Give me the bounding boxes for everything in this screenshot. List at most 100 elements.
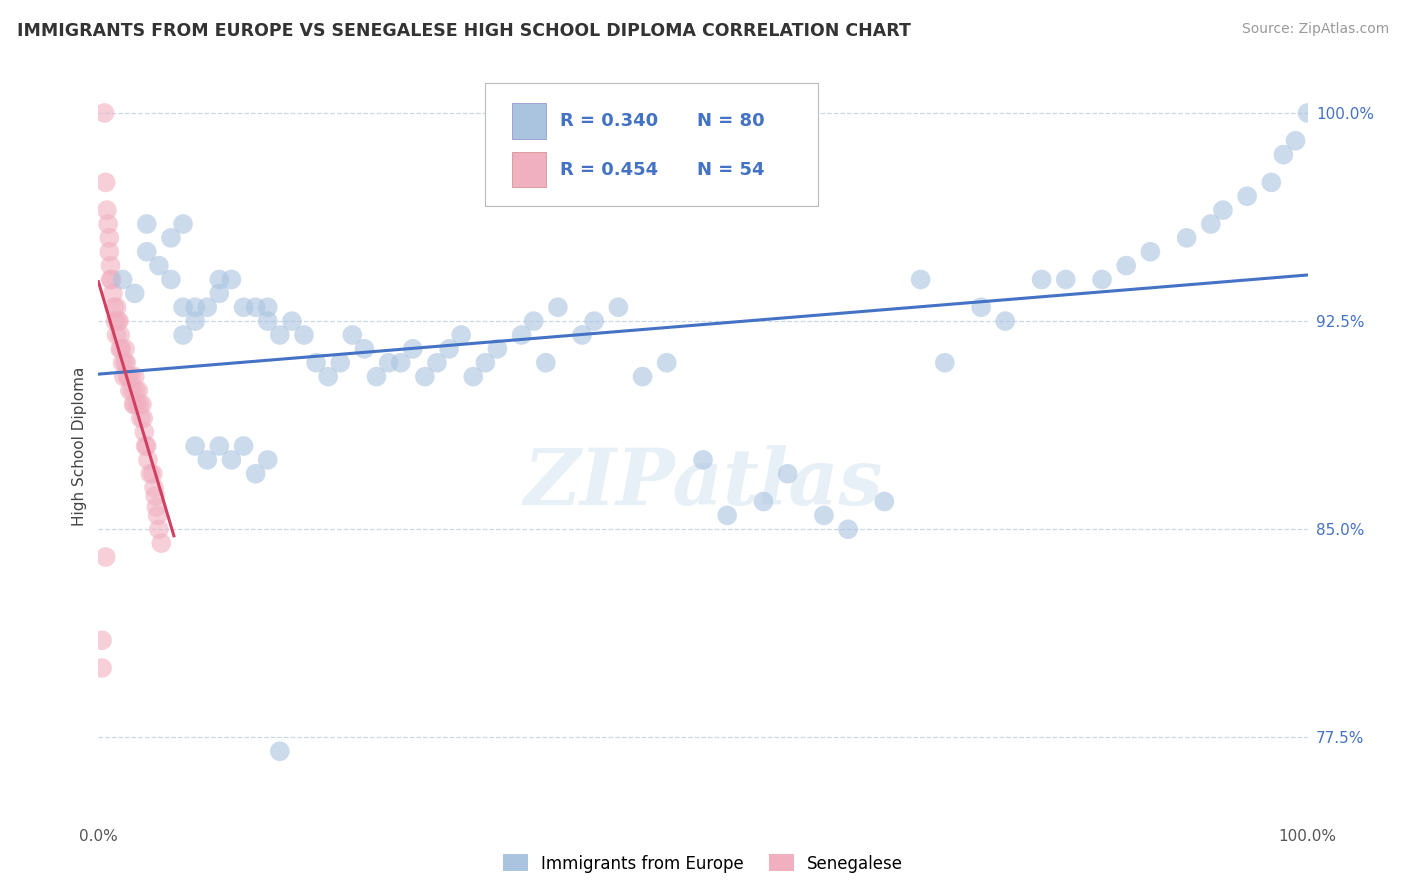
Point xyxy=(184,300,207,314)
Point xyxy=(94,549,117,564)
Point xyxy=(150,536,173,550)
Text: IMMIGRANTS FROM EUROPE VS SENEGALESE HIGH SCHOOL DIPLOMA CORRELATION CHART: IMMIGRANTS FROM EUROPE VS SENEGALESE HIG… xyxy=(17,22,911,40)
Point xyxy=(124,397,146,411)
Point xyxy=(413,369,436,384)
Point xyxy=(112,369,135,384)
Point xyxy=(103,300,125,314)
Point xyxy=(716,508,738,523)
Point xyxy=(450,328,472,343)
Point xyxy=(232,439,254,453)
Point xyxy=(402,342,425,356)
Point xyxy=(1091,272,1114,286)
Point xyxy=(114,356,136,370)
Point xyxy=(474,356,496,370)
Point xyxy=(142,467,165,481)
Point xyxy=(135,244,157,259)
Text: N = 80: N = 80 xyxy=(697,112,765,130)
Point xyxy=(1272,147,1295,161)
Point xyxy=(547,300,569,314)
Point xyxy=(160,231,183,245)
Point xyxy=(776,467,799,481)
Point xyxy=(1296,106,1319,120)
Point xyxy=(125,384,148,398)
Point xyxy=(208,439,231,453)
Point xyxy=(172,300,194,314)
Point xyxy=(813,508,835,523)
Text: R = 0.340: R = 0.340 xyxy=(561,112,658,130)
Point xyxy=(837,522,859,536)
Point xyxy=(256,300,278,314)
Point xyxy=(389,356,412,370)
Point xyxy=(108,342,131,356)
Point xyxy=(146,508,169,523)
Point xyxy=(1236,189,1258,203)
Point xyxy=(136,453,159,467)
Point xyxy=(108,328,131,343)
Point xyxy=(117,369,139,384)
Point xyxy=(172,328,194,343)
Point xyxy=(91,633,114,648)
Point xyxy=(128,397,150,411)
Point xyxy=(100,259,122,273)
Point xyxy=(143,481,166,495)
Point xyxy=(269,744,291,758)
Point xyxy=(93,106,115,120)
Point xyxy=(1260,175,1282,189)
Text: Source: ZipAtlas.com: Source: ZipAtlas.com xyxy=(1241,22,1389,37)
Point xyxy=(108,314,131,328)
Point xyxy=(292,328,315,343)
Point xyxy=(96,203,118,218)
Point xyxy=(94,175,117,189)
Point xyxy=(208,286,231,301)
Point xyxy=(463,369,485,384)
Legend: Immigrants from Europe, Senegalese: Immigrants from Europe, Senegalese xyxy=(496,847,910,880)
Point xyxy=(134,425,156,439)
Point xyxy=(148,259,170,273)
Point xyxy=(118,384,141,398)
Point xyxy=(104,314,127,328)
Text: ZIPatlas: ZIPatlas xyxy=(523,445,883,522)
Point xyxy=(1212,203,1234,218)
Point xyxy=(143,489,166,503)
Text: N = 54: N = 54 xyxy=(697,161,765,178)
Point xyxy=(118,369,141,384)
Point xyxy=(523,314,546,328)
Point xyxy=(281,314,304,328)
Point xyxy=(100,272,122,286)
Point xyxy=(873,494,896,508)
Point xyxy=(245,300,267,314)
Point xyxy=(195,300,218,314)
Point xyxy=(1199,217,1222,231)
Point xyxy=(631,369,654,384)
Point xyxy=(342,328,364,343)
Point xyxy=(111,272,134,286)
Point xyxy=(377,356,399,370)
Point xyxy=(135,439,157,453)
Point xyxy=(692,453,714,467)
Point xyxy=(110,342,132,356)
Point xyxy=(607,300,630,314)
Point xyxy=(269,328,291,343)
FancyBboxPatch shape xyxy=(485,83,818,206)
Point xyxy=(934,356,956,370)
Point xyxy=(107,314,129,328)
Point xyxy=(1175,231,1198,245)
Point xyxy=(139,467,162,481)
Point xyxy=(115,356,138,370)
Point xyxy=(305,356,328,370)
Point xyxy=(437,342,460,356)
Point xyxy=(105,328,128,343)
Y-axis label: High School Diploma: High School Diploma xyxy=(72,367,87,525)
Point xyxy=(221,272,243,286)
Point xyxy=(752,494,775,508)
Point xyxy=(232,300,254,314)
Point xyxy=(208,272,231,286)
Point xyxy=(129,411,152,425)
Point xyxy=(366,369,388,384)
Point xyxy=(148,522,170,536)
Point xyxy=(127,384,149,398)
Point xyxy=(145,500,167,514)
Point xyxy=(97,217,120,231)
Point xyxy=(91,661,114,675)
Point xyxy=(510,328,533,343)
